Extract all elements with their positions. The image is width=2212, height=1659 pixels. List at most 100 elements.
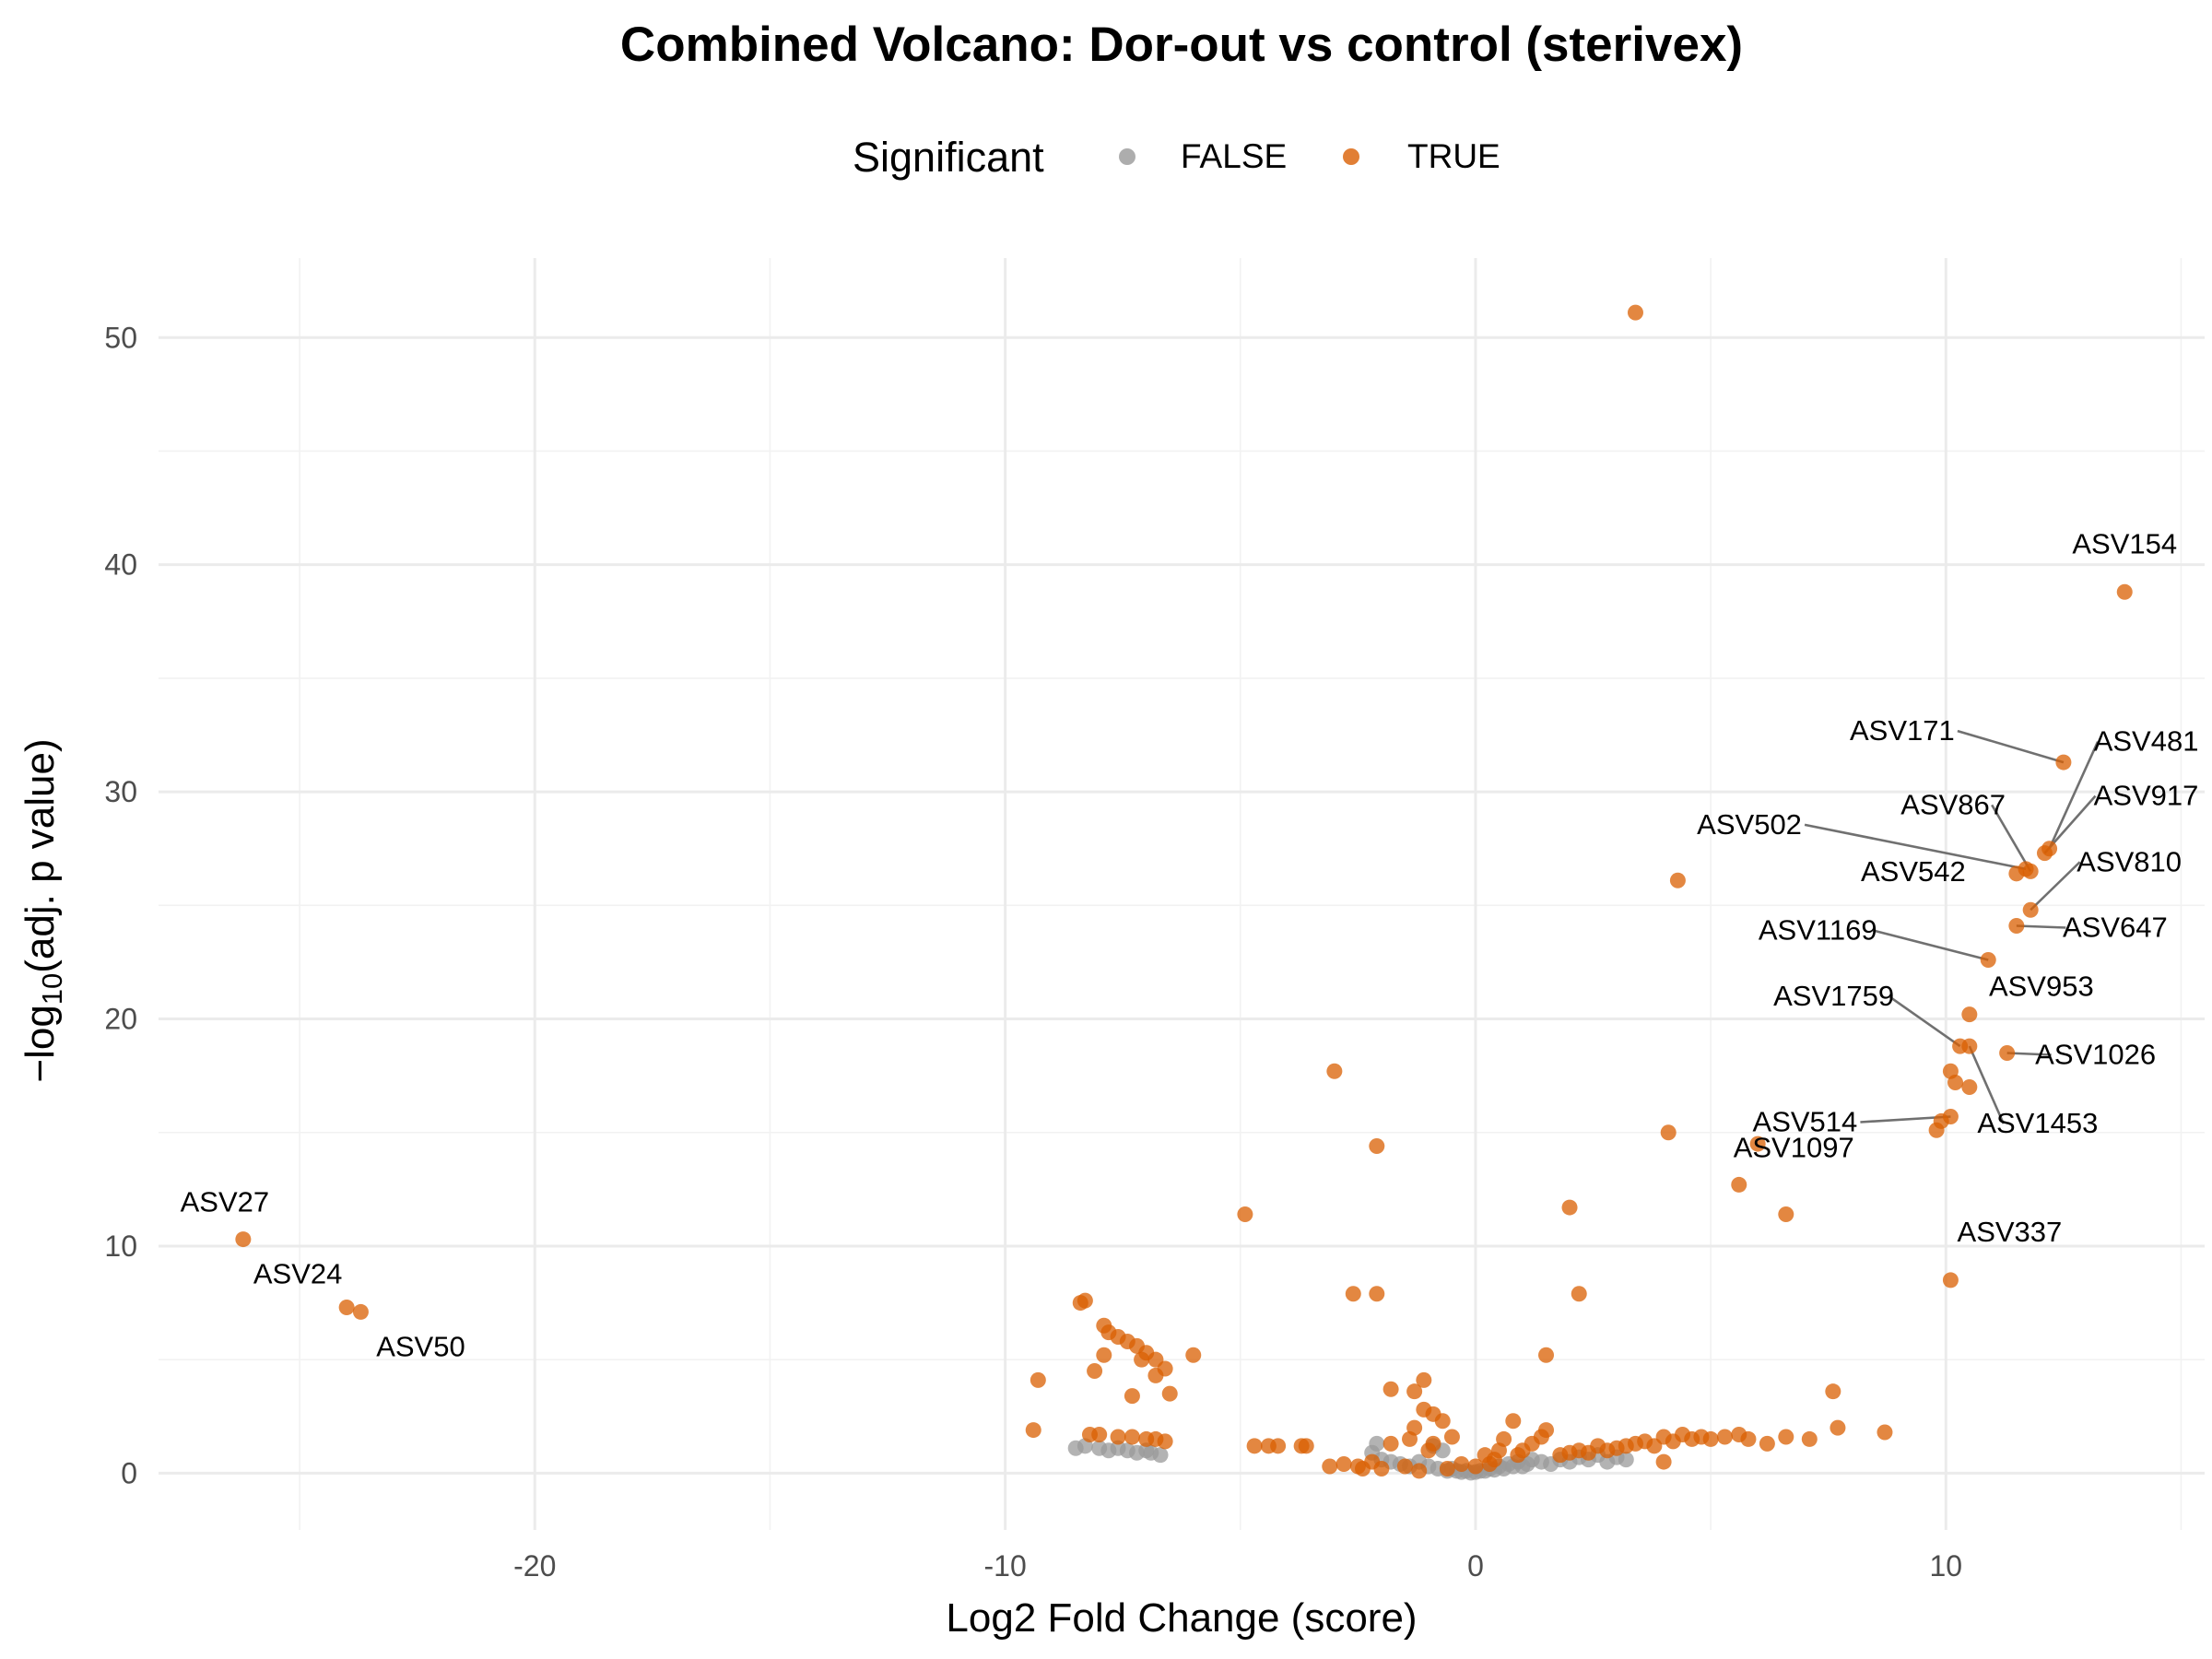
data-point-true xyxy=(1778,1206,1794,1222)
data-point-true xyxy=(1434,1413,1451,1430)
point-label: ASV917 xyxy=(2094,780,2199,812)
leader-line xyxy=(1888,995,1961,1048)
data-point-true xyxy=(1185,1347,1202,1363)
data-point-true xyxy=(1402,1430,1418,1447)
series-true xyxy=(235,304,2133,1479)
data-point-true xyxy=(2008,918,2025,934)
data-point-true xyxy=(1096,1347,1112,1363)
point-label: ASV24 xyxy=(253,1258,343,1290)
data-point-true xyxy=(1406,1383,1423,1400)
legend: Significant FALSE TRUE xyxy=(853,134,1500,181)
data-point-true xyxy=(1091,1427,1108,1442)
data-point-true xyxy=(1980,951,1996,968)
data-point-true xyxy=(1382,1435,1399,1452)
point-label: ASV867 xyxy=(1900,788,2006,820)
data-point-true xyxy=(1961,1038,1978,1054)
data-point-true xyxy=(1147,1367,1164,1383)
data-point-true xyxy=(1025,1422,1041,1439)
x-tick-label: 0 xyxy=(1467,1549,1484,1583)
data-point-true xyxy=(1716,1429,1733,1445)
data-point-false xyxy=(1618,1452,1634,1468)
y-tick-label: 30 xyxy=(104,775,137,808)
data-point-true xyxy=(1134,1351,1150,1368)
x-axis-ticks: -20 -10 0 10 xyxy=(513,1549,1962,1583)
y-tick-label: 40 xyxy=(104,548,137,582)
data-point-true xyxy=(1298,1438,1314,1454)
data-point-true xyxy=(1627,304,1643,321)
data-point-true xyxy=(2116,583,2133,600)
data-point-true xyxy=(1999,1045,2016,1061)
data-point-true xyxy=(1825,1383,1841,1400)
data-point-true xyxy=(352,1303,369,1320)
data-point-true xyxy=(1655,1453,1672,1470)
data-point-true xyxy=(1110,1429,1126,1445)
data-point-true xyxy=(338,1300,355,1315)
data-point-true xyxy=(1326,1063,1343,1079)
data-point-true xyxy=(1345,1286,1361,1302)
data-point-true xyxy=(1416,1371,1432,1388)
point-label: ASV481 xyxy=(2094,725,2199,758)
data-point-true xyxy=(2008,865,2025,882)
data-point-true xyxy=(1425,1435,1441,1452)
data-point-true xyxy=(1877,1424,1893,1441)
data-point-true xyxy=(1749,1135,1766,1152)
data-point-true xyxy=(2022,901,2039,918)
data-point-true xyxy=(1157,1433,1173,1450)
data-point-true xyxy=(1571,1286,1587,1302)
x-tick-label: -20 xyxy=(513,1549,556,1583)
data-point-true xyxy=(1660,1124,1677,1141)
data-point-true xyxy=(1087,1363,1103,1379)
data-point-true xyxy=(1354,1460,1371,1477)
data-point-true xyxy=(235,1231,252,1248)
grid xyxy=(159,258,2205,1530)
leader-line xyxy=(2016,924,2066,929)
data-point-true xyxy=(2022,863,2039,879)
data-point-true xyxy=(1161,1385,1178,1402)
point-label: ASV514 xyxy=(1753,1106,1858,1138)
point-label: ASV1453 xyxy=(1977,1107,2098,1139)
data-point-true xyxy=(1443,1429,1460,1445)
leader-line xyxy=(2048,741,2100,850)
y-tick-label: 10 xyxy=(104,1230,137,1263)
legend-title: Significant xyxy=(853,134,1044,181)
data-point-true xyxy=(1731,1427,1747,1442)
data-point-true xyxy=(1505,1413,1522,1430)
data-point-true xyxy=(1538,1347,1555,1363)
legend-key-true xyxy=(1343,148,1359,165)
data-point-true xyxy=(1801,1430,1818,1447)
leader-line xyxy=(1957,729,2065,764)
data-point-true xyxy=(1124,1388,1140,1405)
data-point-true xyxy=(1396,1458,1413,1475)
x-axis-title: Log2 Fold Change (score) xyxy=(946,1595,1417,1641)
data-point-true xyxy=(1369,1286,1385,1302)
y-tick-label: 20 xyxy=(104,1003,137,1036)
leader-line xyxy=(1968,1045,2006,1124)
data-point-true xyxy=(2036,845,2053,862)
data-point-true xyxy=(1439,1460,1455,1477)
data-point-true xyxy=(1830,1419,1846,1436)
legend-key-false xyxy=(1119,148,1135,165)
x-tick-label: 10 xyxy=(1930,1549,1963,1583)
data-point-true xyxy=(1270,1438,1287,1454)
data-point-true xyxy=(1669,872,1686,888)
y-tick-label: 50 xyxy=(104,321,137,354)
data-point-true xyxy=(1382,1381,1399,1397)
data-point-true xyxy=(1237,1206,1253,1222)
point-label: ASV1097 xyxy=(1734,1131,1854,1163)
point-label: ASV502 xyxy=(1697,808,1802,841)
data-point-true xyxy=(1030,1371,1046,1388)
data-point-true xyxy=(1961,1006,1978,1023)
data-point-true xyxy=(1373,1460,1390,1477)
data-point-true xyxy=(2055,754,2072,771)
point-label: ASV542 xyxy=(1861,855,1966,888)
leader-line xyxy=(1872,929,1989,961)
point-label: ASV953 xyxy=(1989,971,2094,1003)
point-labels: ASV154 ASV171 ASV481 ASV917 ASV867 ASV502 ASV5… xyxy=(181,527,2199,1362)
data-point-true xyxy=(1510,1447,1526,1464)
data-point-true xyxy=(1124,1429,1140,1445)
point-label: ASV810 xyxy=(2077,845,2182,877)
point-label: ASV27 xyxy=(181,1186,270,1218)
legend-label-true: TRUE xyxy=(1407,137,1500,175)
data-point-true xyxy=(1961,1078,1978,1095)
